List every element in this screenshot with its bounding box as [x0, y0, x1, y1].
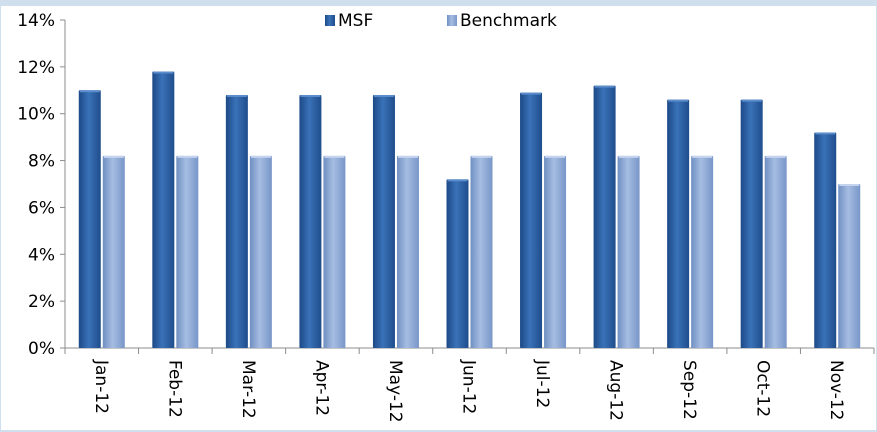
- bar-highlight: [765, 155, 786, 158]
- bar-benchmark: [176, 155, 199, 348]
- y-tick-label: 14%: [17, 11, 55, 31]
- bar-msf: [152, 71, 175, 349]
- bar-benchmark: [691, 155, 714, 348]
- y-tick-labels: 0% 2% 4% 6% 8% 10% 12% 14%: [17, 11, 55, 359]
- legend-label-msf: MSF: [338, 11, 373, 31]
- bar-highlight: [250, 155, 271, 158]
- axes: [60, 19, 875, 354]
- x-tick-label: Jun-12: [459, 359, 479, 414]
- bar-msf: [667, 99, 690, 349]
- y-tick-label: 8%: [28, 152, 55, 172]
- bar-benchmark: [470, 155, 493, 348]
- bar-msf: [299, 94, 322, 348]
- bar-msf: [520, 92, 543, 348]
- x-tick-label: May-12: [385, 360, 405, 423]
- y-tick-label: 0%: [28, 339, 55, 359]
- bar-highlight: [521, 92, 542, 95]
- bar-highlight: [815, 132, 836, 135]
- bar-highlight: [300, 94, 321, 97]
- bar-msf: [446, 179, 469, 348]
- x-tick-label: Apr-12: [311, 360, 331, 416]
- bar-highlight: [471, 155, 492, 158]
- bar-benchmark: [323, 155, 346, 348]
- x-tick-labels: Jan-12 Feb-12 Mar-12 Apr-12 May-12 Jun-12 Jul-…: [91, 359, 846, 423]
- bar-highlight: [177, 155, 198, 158]
- x-tick-label: Jan-12: [91, 359, 111, 414]
- bar-msf: [814, 132, 837, 348]
- x-tick-label: Mar-12: [238, 360, 258, 419]
- bar-highlight: [692, 155, 713, 158]
- bar-highlight: [373, 94, 394, 97]
- legend-label-benchmark: Benchmark: [460, 11, 557, 31]
- y-tick-label: 12%: [17, 58, 55, 78]
- bar-msf: [740, 99, 763, 349]
- bar-highlight: [839, 184, 860, 186]
- bar-highlight: [153, 71, 174, 74]
- x-tick-label: Nov-12: [826, 360, 846, 421]
- y-tick-label: 2%: [28, 292, 55, 312]
- bar-benchmark: [838, 184, 861, 348]
- bar-msf: [225, 94, 248, 348]
- y-tick-label: 6%: [28, 198, 55, 218]
- bar-benchmark: [544, 155, 567, 348]
- bar-highlight: [79, 90, 100, 93]
- bar-highlight: [324, 155, 345, 158]
- bar-highlight: [103, 155, 124, 158]
- bars: [78, 71, 861, 349]
- y-tick-label: 4%: [28, 245, 55, 265]
- bar-chart: Jan-12 Feb-12 Mar-12 Apr-12 May-12 Jun-12 Jul-…: [17, 11, 875, 423]
- bar-msf: [78, 90, 101, 349]
- bar-benchmark: [102, 155, 125, 348]
- bar-highlight: [594, 85, 615, 88]
- bar-highlight: [741, 99, 762, 102]
- bar-highlight: [545, 155, 566, 158]
- x-tick-label: Jul-12: [532, 359, 552, 408]
- x-tick-label: Oct-12: [753, 360, 773, 417]
- legend-swatch-msf: [325, 15, 335, 26]
- bar-benchmark: [249, 155, 272, 348]
- bar-highlight: [397, 155, 418, 158]
- x-tick-label: Feb-12: [164, 360, 184, 418]
- legend: MSF Benchmark: [325, 11, 557, 31]
- bar-highlight: [447, 179, 468, 182]
- bar-benchmark: [764, 155, 787, 348]
- bar-benchmark: [396, 155, 419, 348]
- bar-highlight: [668, 99, 689, 102]
- x-tick-label: Sep-12: [679, 360, 699, 420]
- bar-benchmark: [617, 155, 640, 348]
- bar-highlight: [618, 155, 639, 158]
- legend-swatch-benchmark: [447, 15, 457, 26]
- bar-highlight: [226, 94, 247, 97]
- bar-msf: [372, 94, 395, 348]
- bar-msf: [593, 85, 616, 348]
- x-tick-label: Aug-12: [606, 360, 626, 421]
- y-tick-label: 10%: [17, 105, 55, 125]
